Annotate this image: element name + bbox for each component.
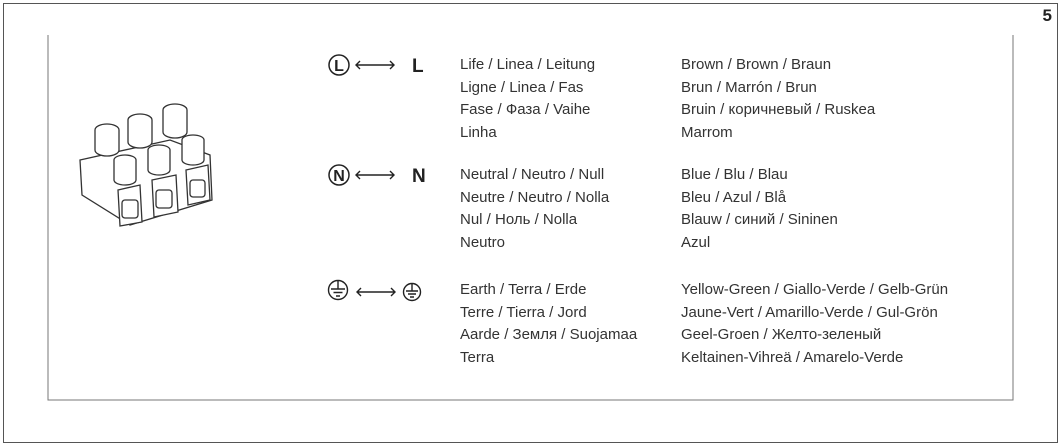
conductor-name: Neutro	[460, 233, 506, 251]
wire-color: Geel-Groen / Желто-зеленый	[681, 326, 882, 343]
wire-color: Blue / Blu / Blau	[681, 166, 788, 183]
symbol-circle	[328, 54, 350, 76]
wire-color: Keltainen-Vihreä / Amarelo-Verde	[681, 348, 904, 366]
outer-border	[3, 3, 1058, 443]
wire-color: Jaune-Vert / Amarillo-Verde / Gul-Grön	[681, 303, 938, 321]
wire-color: Bruin / коричневый / Ruskea	[681, 101, 876, 118]
wire-color: Marrom	[681, 123, 733, 141]
symbol-letter: L	[334, 58, 344, 75]
conductor-label: N	[412, 166, 426, 187]
terminal-block	[79, 103, 213, 227]
earth-symbols	[327, 279, 422, 302]
conductor-name: Life / Linea / Leitung	[460, 56, 596, 73]
conductor-name: Neutral / Neutro / Null	[460, 166, 605, 183]
conductor-name: Earth / Terra / Erde	[460, 281, 587, 298]
wire-color: Azul	[681, 233, 711, 251]
conductor-name: Nul / Ноль / Nolla	[460, 211, 578, 228]
conductor-name: Terra	[460, 348, 495, 366]
conductor-name: Neutre / Neutro / Nolla	[460, 188, 610, 206]
conductor-name: Fase / Фаза / Vaihe	[460, 101, 591, 118]
arrow	[355, 170, 395, 180]
page-number: 5	[1042, 6, 1052, 25]
wire-color: Brun / Marrón / Brun	[681, 78, 817, 96]
wire-color: Bleu / Azul / Blå	[681, 188, 787, 206]
conductor-name: Aarde / Земля / Suojamaa	[460, 326, 638, 343]
symbol-letter: N	[333, 168, 345, 185]
wire-color: Yellow-Green / Giallo-Verde / Gelb-Grün	[681, 281, 949, 298]
conductor-name: Ligne / Linea / Fas	[460, 78, 584, 96]
conductor-label: L	[412, 56, 424, 77]
inner-border	[47, 35, 1014, 401]
wire-color: Blauw / синий / Sininen	[681, 211, 838, 228]
conductor-name: Linha	[460, 123, 497, 141]
wire-color: Brown / Brown / Braun	[681, 56, 832, 73]
conductor-name: Terre / Tierra / Jord	[460, 303, 587, 321]
symbol-circle	[328, 164, 350, 186]
arrow	[355, 60, 395, 70]
